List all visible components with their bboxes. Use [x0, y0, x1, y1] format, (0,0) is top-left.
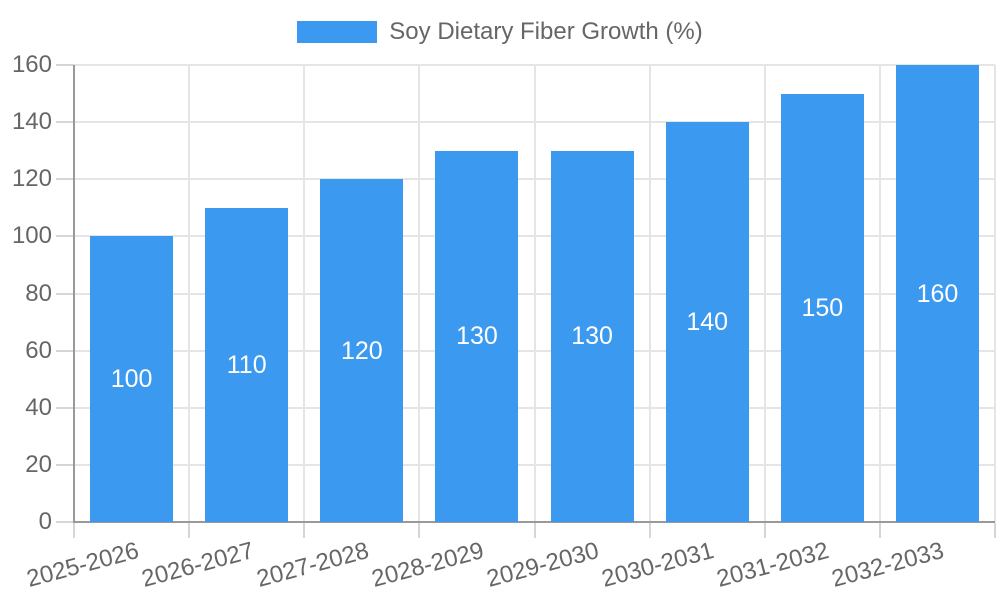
bar-value-label: 160 — [916, 279, 959, 308]
x-tick — [533, 523, 536, 538]
x-gridline — [418, 65, 421, 522]
x-gridline — [763, 65, 766, 522]
x-tick-label: 2031-2032 — [714, 537, 833, 593]
x-tick-label: 2025-2026 — [23, 537, 142, 593]
y-tick — [56, 178, 74, 181]
x-gridline — [878, 65, 881, 522]
y-tick — [56, 64, 74, 66]
legend-label: Soy Dietary Fiber Growth (%) — [389, 18, 703, 45]
x-tick — [303, 523, 306, 538]
bar-value-label: 130 — [456, 322, 498, 351]
y-tick-label: 20 — [25, 450, 52, 478]
legend[interactable]: Soy Dietary Fiber Growth (%) — [0, 20, 1000, 44]
x-tick-label: 2026-2027 — [138, 537, 257, 593]
bar-value-label: 110 — [226, 350, 267, 379]
y-tick-label: 100 — [11, 222, 52, 250]
bar[interactable] — [780, 93, 864, 522]
x-axis-line — [73, 521, 995, 523]
x-tick — [188, 523, 191, 538]
legend-swatch — [297, 21, 378, 43]
bar[interactable] — [90, 236, 174, 522]
bar-value-label: 100 — [110, 365, 153, 394]
y-tick-label: 60 — [25, 336, 52, 364]
y-tick-label: 40 — [25, 393, 52, 421]
y-tick — [56, 521, 74, 523]
x-tick — [73, 523, 75, 538]
x-tick — [994, 523, 996, 538]
x-gridline — [188, 65, 191, 522]
x-tick-label: 2030-2031 — [599, 537, 717, 593]
bar-value-label: 140 — [686, 308, 729, 337]
x-gridline — [994, 65, 996, 522]
y-tick-label: 140 — [11, 108, 52, 136]
x-tick — [648, 523, 651, 538]
bar[interactable] — [550, 150, 634, 522]
x-tick-label: 2029-2030 — [483, 537, 602, 593]
bar[interactable] — [320, 179, 404, 522]
bar-value-label: 130 — [571, 322, 613, 351]
x-gridline — [303, 65, 306, 522]
y-tick — [56, 121, 74, 124]
y-tick-label: 80 — [25, 279, 52, 307]
bar-value-label: 120 — [340, 336, 383, 365]
bar[interactable] — [665, 122, 749, 522]
bar[interactable] — [435, 150, 519, 522]
x-tick-label: 2027-2028 — [253, 537, 372, 593]
x-tick-label: 2028-2029 — [368, 537, 487, 593]
bar[interactable] — [205, 207, 289, 522]
x-tick — [763, 523, 766, 538]
bar-value-label: 150 — [801, 293, 844, 322]
y-tick — [56, 463, 74, 466]
y-tick — [56, 235, 74, 238]
y-tick — [56, 349, 74, 352]
x-tick-label: 2032-2033 — [829, 537, 948, 593]
y-axis-line — [73, 65, 75, 522]
bar[interactable] — [895, 65, 979, 522]
x-gridline — [533, 65, 536, 522]
y-tick — [56, 292, 74, 295]
x-tick — [878, 523, 881, 538]
x-gridline — [648, 65, 651, 522]
x-tick — [418, 523, 421, 538]
y-tick-label: 0 — [38, 508, 52, 535]
y-tick — [56, 406, 74, 409]
y-tick-label: 120 — [11, 165, 52, 193]
y-tick-label: 160 — [11, 51, 52, 78]
